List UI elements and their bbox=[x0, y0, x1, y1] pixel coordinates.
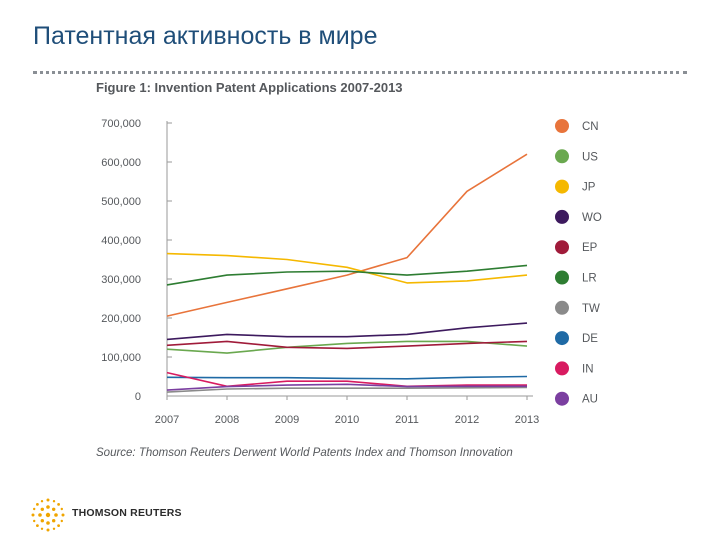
series-line-jp bbox=[166, 252, 528, 284]
y-tick-label: 700,000 bbox=[101, 118, 141, 130]
brand-name: THOMSON REUTERS bbox=[72, 507, 182, 519]
legend-marker-us bbox=[555, 149, 569, 164]
slide-title: Патентная активность в мире bbox=[33, 22, 378, 50]
series-line-ep bbox=[166, 340, 528, 350]
series-line-de bbox=[166, 375, 528, 380]
legend-marker-ep bbox=[555, 240, 569, 255]
legend-label-ep: EP bbox=[582, 242, 598, 254]
legend-marker-de bbox=[555, 331, 569, 346]
series-line-tw bbox=[166, 386, 528, 393]
x-tick-label: 2009 bbox=[275, 414, 299, 426]
legend-label-de: DE bbox=[582, 333, 598, 345]
series-line-au bbox=[166, 383, 527, 391]
legend-marker-wo bbox=[555, 209, 569, 224]
legend-label-cn: CN bbox=[582, 121, 599, 133]
x-tick-label: 2007 bbox=[155, 414, 179, 426]
y-tick-label: 600,000 bbox=[101, 157, 141, 169]
x-tick-label: 2013 bbox=[515, 414, 539, 426]
legend-marker-au bbox=[555, 391, 569, 406]
legend-marker-cn bbox=[555, 119, 569, 133]
title-divider bbox=[33, 71, 687, 74]
legend-label-tw: TW bbox=[582, 303, 600, 315]
x-tick-label: 2012 bbox=[455, 414, 479, 426]
legend-label-au: AU bbox=[582, 394, 598, 406]
x-tick-label: 2010 bbox=[335, 414, 359, 426]
legend-label-jp: JP bbox=[582, 182, 596, 194]
y-tick-label: 500,000 bbox=[101, 196, 141, 208]
y-tick-label: 300,000 bbox=[101, 274, 141, 286]
series-line-wo bbox=[166, 322, 528, 341]
y-tick-label: 400,000 bbox=[101, 235, 141, 247]
series-line-lr bbox=[166, 264, 528, 286]
legend-label-us: US bbox=[582, 151, 598, 163]
y-tick-label: 200,000 bbox=[101, 313, 141, 325]
legend-marker-lr bbox=[555, 270, 569, 285]
x-tick-label: 2008 bbox=[215, 414, 239, 426]
y-tick-label: 100,000 bbox=[101, 352, 141, 364]
chart-source: Source: Thomson Reuters Derwent World Pa… bbox=[96, 447, 513, 459]
x-tick-label: 2011 bbox=[395, 414, 419, 426]
y-tick-label: 0 bbox=[135, 391, 141, 403]
chart-title: Figure 1: Invention Patent Applications … bbox=[96, 80, 403, 95]
legend-label-lr: LR bbox=[582, 273, 597, 285]
thomson-reuters-logo-icon bbox=[31, 498, 65, 532]
legend-label-in: IN bbox=[582, 363, 594, 375]
legend-marker-tw bbox=[555, 300, 569, 315]
series-line-us bbox=[166, 340, 528, 354]
legend-label-wo: WO bbox=[582, 212, 602, 224]
legend-marker-in bbox=[555, 361, 569, 376]
series-line-cn bbox=[166, 153, 528, 317]
legend-marker-jp bbox=[555, 179, 569, 194]
